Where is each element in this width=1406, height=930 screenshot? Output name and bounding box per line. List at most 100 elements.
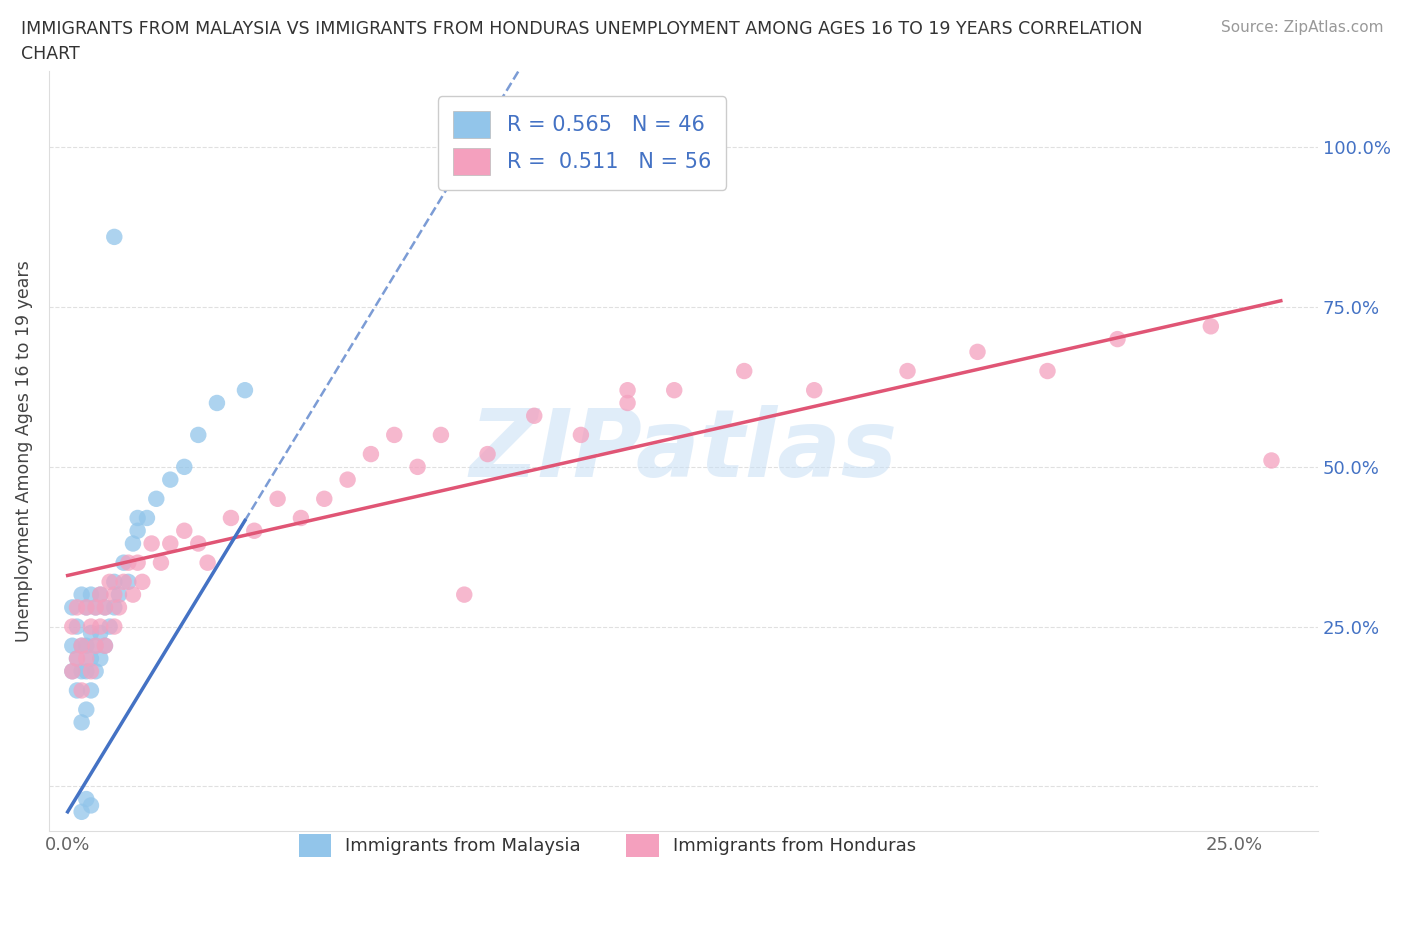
Point (70, 638, 93, 653)
Point (127, 524, 149, 538)
Point (103, 619, 125, 634)
Point (1107, 332, 1129, 347)
Point (136, 511, 159, 525)
Point (80, 587, 103, 602)
Point (89, 626, 111, 641)
Point (80, 798, 103, 813)
Point (60, 600, 83, 615)
Point (266, 491, 288, 506)
Text: CHART: CHART (21, 45, 80, 62)
Point (616, 395, 638, 410)
Text: ZIPatlas: ZIPatlas (470, 405, 897, 497)
Point (477, 446, 499, 461)
Point (89, 651, 111, 666)
Point (243, 524, 266, 538)
Point (70, 638, 93, 653)
Point (314, 491, 336, 506)
Point (219, 511, 242, 525)
Point (112, 555, 135, 570)
Point (70, 804, 93, 819)
Point (108, 600, 131, 615)
Point (80, 619, 103, 634)
Point (197, 555, 219, 570)
Point (127, 511, 149, 525)
Point (70, 587, 93, 602)
Point (80, 651, 103, 666)
Point (80, 626, 103, 641)
Point (523, 408, 546, 423)
Point (89, 619, 111, 634)
Point (75, 791, 97, 806)
Point (66, 651, 89, 666)
Point (117, 575, 139, 590)
Point (149, 555, 172, 570)
Point (336, 472, 359, 487)
Point (94, 638, 117, 653)
Point (173, 524, 195, 538)
Point (103, 575, 125, 590)
Point (360, 446, 382, 461)
Legend: Immigrants from Malaysia, Immigrants from Honduras: Immigrants from Malaysia, Immigrants fro… (284, 819, 931, 871)
Point (94, 600, 117, 615)
Point (75, 600, 97, 615)
Text: Source: ZipAtlas.com: Source: ZipAtlas.com (1220, 20, 1384, 35)
Point (108, 587, 131, 602)
Point (80, 683, 103, 698)
Point (60, 664, 83, 679)
Point (70, 683, 93, 698)
Point (453, 587, 475, 602)
Point (60, 638, 83, 653)
Point (84, 600, 107, 615)
Point (66, 683, 89, 698)
Point (406, 459, 429, 474)
Point (1260, 453, 1282, 468)
Point (75, 702, 97, 717)
Point (89, 587, 111, 602)
Point (112, 575, 135, 590)
Point (569, 428, 592, 443)
Point (145, 491, 167, 506)
Point (66, 619, 89, 634)
Point (1036, 364, 1059, 379)
Point (896, 364, 918, 379)
Point (803, 383, 825, 398)
Point (84, 638, 107, 653)
Point (117, 555, 139, 570)
Point (205, 395, 228, 410)
Point (84, 664, 107, 679)
Point (84, 600, 107, 615)
Point (103, 230, 125, 245)
Point (75, 651, 97, 666)
Point (122, 587, 145, 602)
Point (1199, 319, 1222, 334)
Point (233, 383, 256, 398)
Point (94, 638, 117, 653)
Point (60, 664, 83, 679)
Point (70, 715, 93, 730)
Point (966, 344, 988, 359)
Point (94, 600, 117, 615)
Point (290, 511, 312, 525)
Point (616, 383, 638, 398)
Point (75, 638, 97, 653)
Point (75, 600, 97, 615)
Point (122, 536, 145, 551)
Point (127, 555, 149, 570)
Point (66, 651, 89, 666)
Point (733, 364, 755, 379)
Point (173, 459, 195, 474)
Point (382, 428, 405, 443)
Point (89, 587, 111, 602)
Point (187, 428, 209, 443)
Point (131, 575, 153, 590)
Point (159, 472, 181, 487)
Point (66, 600, 89, 615)
Point (664, 383, 686, 398)
Point (60, 619, 83, 634)
Point (70, 664, 93, 679)
Point (80, 664, 103, 679)
Point (159, 536, 181, 551)
Point (98, 575, 121, 590)
Y-axis label: Unemployment Among Ages 16 to 19 years: Unemployment Among Ages 16 to 19 years (15, 260, 32, 642)
Text: IMMIGRANTS FROM MALAYSIA VS IMMIGRANTS FROM HONDURAS UNEMPLOYMENT AMONG AGES 16 : IMMIGRANTS FROM MALAYSIA VS IMMIGRANTS F… (21, 20, 1143, 38)
